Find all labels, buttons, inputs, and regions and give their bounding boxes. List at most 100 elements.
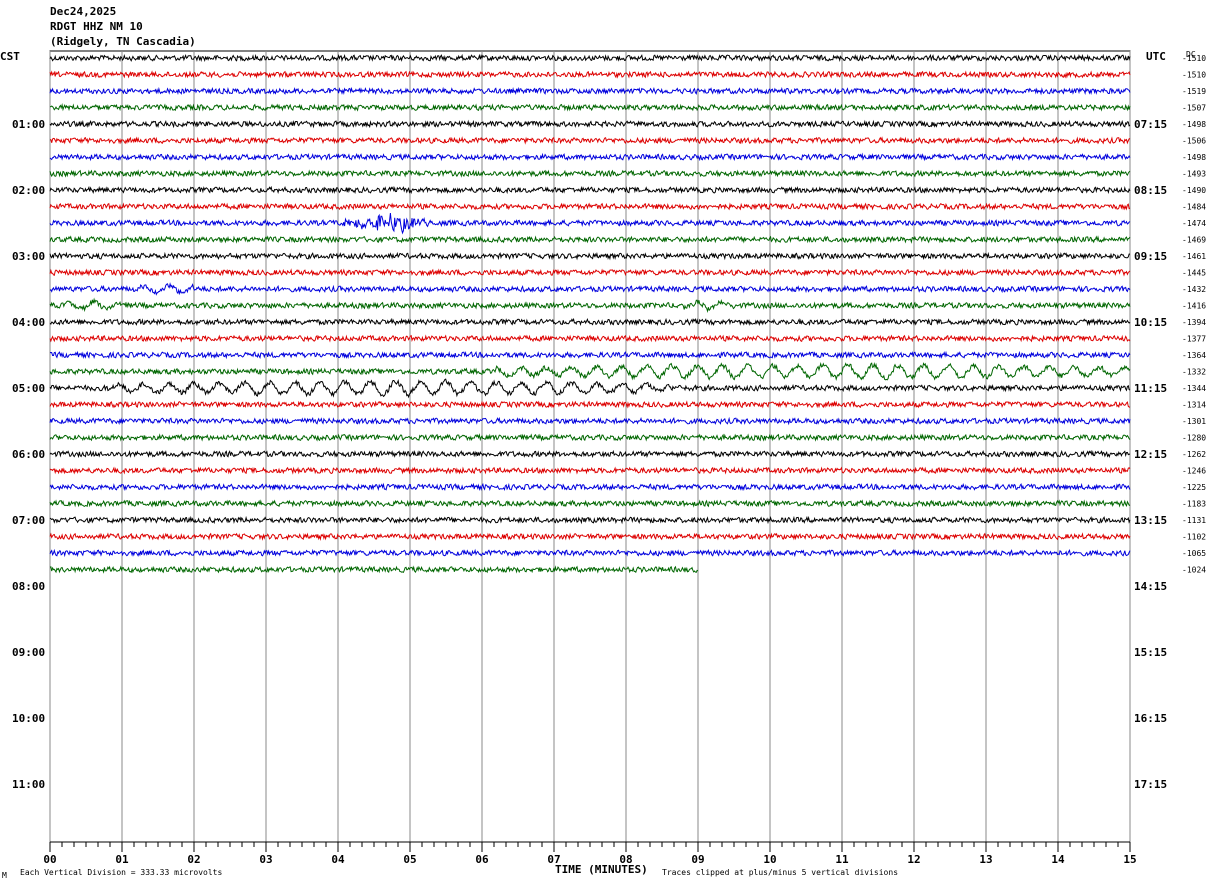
cst-hour-label: 09:00 [12,646,45,659]
dc-offset-label: -1262 [1182,450,1206,459]
dc-offset-label: -1493 [1182,170,1206,179]
x-tick-label: 00 [43,853,56,866]
x-tick-label: 11 [835,853,849,866]
trace-row-28 [49,515,1131,525]
dc-offset-label: -1024 [1182,566,1206,575]
trace-row-12 [49,251,1131,261]
utc-hour-label: 07:15 [1134,118,1167,131]
dc-offset-label: -1510 [1182,71,1206,80]
trace-row-14 [49,282,1131,296]
x-tick-label: 12 [907,853,920,866]
x-tick-label: 06 [475,853,489,866]
dc-offset-label: -1490 [1182,186,1206,195]
trace-row-7 [49,169,1131,178]
x-tick-label: 09 [691,853,704,866]
utc-hour-label: 09:15 [1134,250,1167,263]
x-tick-label: 07 [547,853,560,866]
trace-row-16 [49,317,1131,327]
utc-label: UTC [1146,50,1166,63]
trace-row-13 [49,268,1131,277]
dc-offset-label: -1280 [1182,434,1206,443]
dc-offset-label: -1416 [1182,302,1206,311]
dc-offset-label: -1102 [1182,533,1206,542]
x-tick-label: 15 [1123,853,1136,866]
cst-hour-label: 02:00 [12,184,45,197]
cst-hour-label: 07:00 [12,514,45,527]
cst-hour-label: 11:00 [12,778,45,791]
utc-hour-label: 08:15 [1134,184,1167,197]
dc-offset-label: -1432 [1182,285,1206,294]
trace-row-26 [49,482,1131,492]
dc-offset-label: -1506 [1182,137,1206,146]
utc-hour-label: 15:15 [1134,646,1167,659]
dc-offset-label: -1377 [1182,335,1206,344]
utc-hour-label: 11:15 [1134,382,1167,395]
utc-hour-label: 17:15 [1134,778,1167,791]
dc-offset-label: -1484 [1182,203,1206,212]
trace-row-21 [49,400,1131,409]
x-tick-label: 10 [763,853,776,866]
dc-offset-label: -1183 [1182,500,1206,509]
dc-offset-label: -1519 [1182,87,1206,96]
trace-row-23 [49,433,1131,442]
dc-offset-label: -1225 [1182,483,1206,492]
trace-row-17 [49,334,1131,343]
dc-offset-label: -1065 [1182,549,1206,558]
cst-hour-label: 06:00 [12,448,45,461]
trace-row-25 [49,466,1131,475]
trace-row-5 [49,136,1131,145]
trace-row-20 [49,378,1131,399]
location-label: (Ridgely, TN Cascadia) [50,35,196,48]
cst-hour-label: 08:00 [12,580,45,593]
trace-row-24 [49,449,1131,459]
dc-offset-label: -1301 [1182,417,1206,426]
footer-division-note: Each Vertical Division = 333.33 microvol… [20,868,223,877]
cst-hour-label: 05:00 [12,382,45,395]
x-tick-label: 05 [403,853,416,866]
x-axis-title: TIME (MINUTES) [555,863,648,876]
trace-row-27 [49,499,1131,508]
trace-row-6 [49,152,1131,162]
x-tick-label: 02 [187,853,200,866]
dc-offset-label: -1332 [1182,368,1206,377]
cst-hour-label: 03:00 [12,250,45,263]
footer-clip-note: Traces clipped at plus/minus 5 vertical … [662,868,899,877]
x-tick-label: 01 [115,853,129,866]
trace-row-0 [49,53,1131,63]
cst-hour-label: 04:00 [12,316,45,329]
dc-offset-label: -1498 [1182,153,1206,162]
station-label: RDGT HHZ NM 10 [50,20,143,33]
utc-hour-label: 13:15 [1134,514,1167,527]
x-tick-label: 14 [1051,853,1065,866]
trace-row-1 [49,70,1131,79]
trace-row-31 [49,565,699,574]
corner-mark: M [2,871,7,880]
utc-hour-label: 16:15 [1134,712,1167,725]
dc-offset-label: -1469 [1182,236,1206,245]
cst-label: CST [0,50,20,63]
trace-row-3 [49,103,1131,112]
dc-offset-label: -1364 [1182,351,1206,360]
trace-row-15 [49,297,1131,314]
dc-offset-label: -1314 [1182,401,1206,410]
dc-offset-label: -1507 [1182,104,1206,113]
x-tick-label: 03 [259,853,272,866]
dc-offset-label: -1474 [1182,219,1206,228]
x-tick-label: 08 [619,853,632,866]
utc-hour-label: 14:15 [1134,580,1167,593]
trace-row-2 [49,86,1131,96]
dc-offset-label: -1498 [1182,120,1206,129]
trace-row-18 [49,350,1131,360]
x-tick-label: 13 [979,853,992,866]
trace-row-10 [49,212,1131,235]
dc-offset-label: -1246 [1182,467,1206,476]
utc-hour-label: 12:15 [1134,448,1167,461]
trace-row-9 [49,202,1131,211]
x-tick-label: 04 [331,853,345,866]
trace-row-11 [49,235,1131,244]
trace-row-29 [49,532,1131,541]
plot-frame [49,50,1131,843]
dc-offset-label: -1394 [1182,318,1206,327]
dc-offset-label: -1461 [1182,252,1206,261]
